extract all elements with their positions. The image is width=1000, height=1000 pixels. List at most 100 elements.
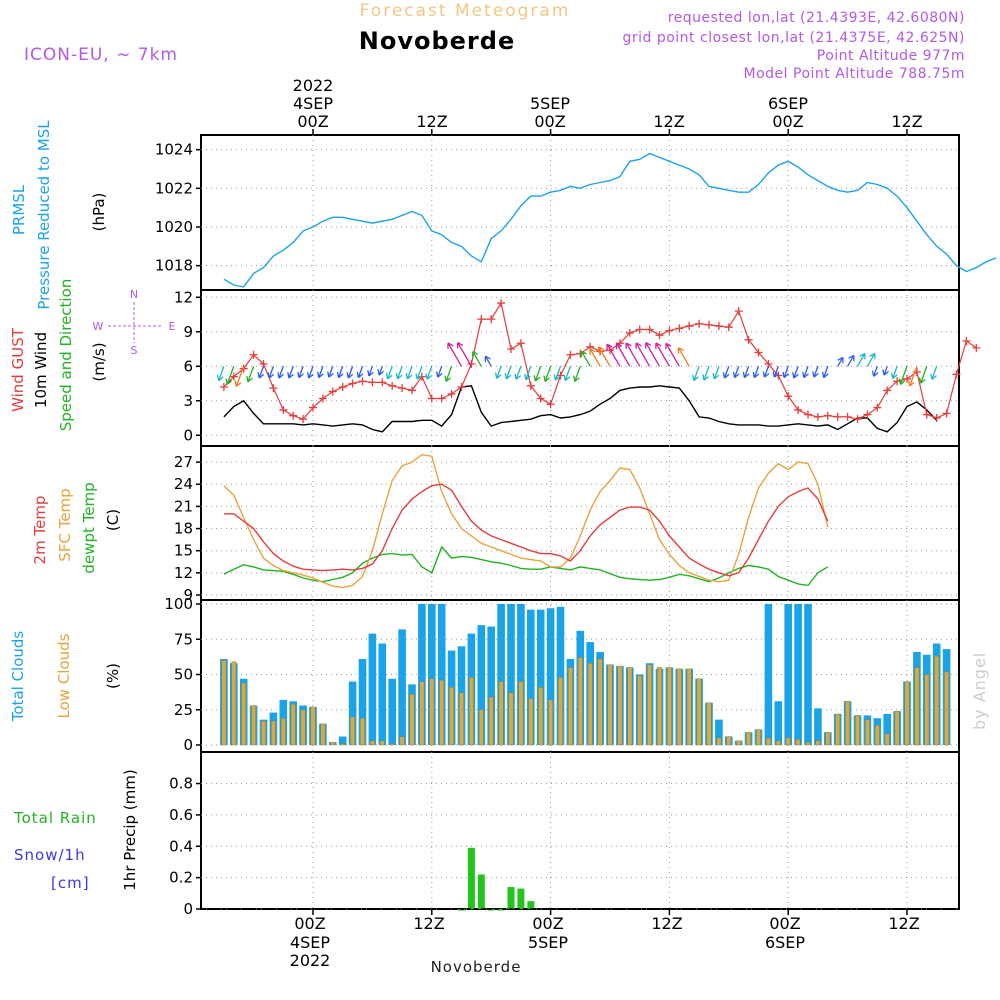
gust-point bbox=[962, 336, 971, 345]
gust-point bbox=[219, 382, 228, 391]
gust-point bbox=[635, 325, 644, 334]
low-cloud-bar bbox=[469, 677, 474, 746]
wind-label: 10m Wind bbox=[32, 332, 50, 408]
wind-arrow-head bbox=[306, 372, 314, 379]
wind-arrow bbox=[677, 347, 690, 367]
wind-arrow-head bbox=[898, 378, 906, 385]
gust-point bbox=[457, 382, 466, 391]
low-cloud-bar bbox=[934, 655, 940, 746]
wind-arrow-head bbox=[415, 373, 423, 380]
snow-unit-label: [cm] bbox=[51, 874, 90, 892]
pressure-label: PRMSL bbox=[10, 184, 28, 235]
low-cloud-bar bbox=[340, 743, 346, 746]
y-tick-label: 25 bbox=[174, 701, 193, 719]
wind-arrow-head bbox=[435, 371, 443, 378]
gust-point bbox=[269, 384, 278, 393]
wind-arrow bbox=[743, 366, 750, 378]
gust-point bbox=[289, 411, 298, 420]
total-cloud-bar bbox=[388, 678, 396, 745]
wind-arrow-head bbox=[871, 370, 879, 377]
y-tick-label: 0 bbox=[183, 900, 193, 918]
wind-arrow-head bbox=[645, 342, 652, 349]
gust-point bbox=[853, 415, 862, 424]
wind-arrow-head bbox=[802, 371, 809, 379]
gust-point bbox=[279, 405, 288, 414]
wind-arrow bbox=[665, 343, 680, 367]
wind-arrow bbox=[616, 343, 631, 367]
low-cloud-bar bbox=[894, 710, 900, 746]
low-cloud-bar bbox=[478, 709, 484, 746]
low-cloud-bar bbox=[261, 720, 266, 746]
tdew-line bbox=[223, 545, 829, 587]
total-cloud-bar bbox=[527, 609, 535, 745]
gust-point bbox=[348, 379, 357, 388]
snow-label: Snow/1h bbox=[14, 846, 86, 864]
low-cloud-bar bbox=[568, 667, 573, 746]
wind-arrow bbox=[920, 366, 928, 384]
wind-arrow-head bbox=[257, 372, 265, 379]
wind-arrow bbox=[723, 366, 730, 379]
watermark: by Angel bbox=[970, 652, 989, 730]
gust-point bbox=[378, 378, 387, 387]
tmp2m-line bbox=[223, 483, 829, 577]
low-cloud-bar bbox=[538, 686, 544, 746]
wind-arrow-head bbox=[598, 346, 605, 353]
low-cloud-bar bbox=[370, 740, 375, 746]
gust-point bbox=[546, 400, 555, 409]
wind-arrow bbox=[525, 366, 532, 380]
low-cloud-bar bbox=[795, 739, 801, 746]
wind-arrow-head bbox=[317, 371, 324, 379]
total-cloud-bar bbox=[517, 604, 525, 745]
wind-arrow bbox=[554, 366, 562, 381]
low-cloud-bar bbox=[657, 667, 662, 746]
wind-arrow bbox=[472, 351, 482, 367]
gust-point bbox=[408, 386, 416, 395]
footer-location: Novoberde bbox=[431, 958, 522, 976]
wind-arrow bbox=[655, 342, 670, 367]
total-cloud-bar bbox=[794, 604, 802, 745]
panel-frame-precip bbox=[200, 751, 960, 910]
closest-coords: grid point closest lon,lat (21.4375E, 42… bbox=[622, 30, 965, 46]
gust-point bbox=[487, 315, 496, 324]
top-hour-label: 12Z bbox=[416, 112, 447, 131]
gust-point bbox=[497, 299, 506, 308]
low-cloud-bar bbox=[627, 667, 633, 746]
wind-arrow bbox=[457, 342, 472, 367]
low-cloud-bar bbox=[350, 716, 355, 746]
low-cloud-bar bbox=[389, 743, 395, 746]
low-cloud-bar bbox=[409, 694, 415, 746]
gust-point bbox=[833, 412, 842, 421]
panel-frames bbox=[200, 134, 960, 910]
low-cloud-bar bbox=[766, 737, 771, 746]
wind-arrow bbox=[247, 366, 255, 383]
wind-arrow-head bbox=[782, 371, 790, 379]
wind-arrow-head bbox=[930, 373, 937, 380]
low-cloud-bar bbox=[221, 660, 227, 746]
wind-arrow bbox=[574, 366, 581, 382]
wind-arrow bbox=[258, 366, 265, 379]
low-cloud-bar bbox=[756, 729, 761, 746]
low-cloud-bar bbox=[399, 736, 405, 746]
gust-point bbox=[516, 339, 525, 348]
low-cloud-bar bbox=[865, 719, 870, 746]
total-cloud-bar bbox=[338, 736, 347, 745]
wind-arrow-head bbox=[742, 371, 750, 379]
wind-arrow bbox=[606, 343, 621, 367]
wind-arrow-head bbox=[234, 380, 242, 387]
gust-point bbox=[536, 394, 545, 403]
rain-bar bbox=[507, 887, 515, 909]
y-tick-label: 15 bbox=[174, 542, 193, 560]
total-cloud-bar bbox=[764, 604, 773, 745]
tsfc-line bbox=[223, 453, 829, 589]
low-cloud-bar bbox=[597, 658, 603, 746]
gust-point bbox=[467, 359, 476, 368]
wind-arrow-head bbox=[890, 372, 898, 379]
wind-arrow-head bbox=[907, 380, 915, 387]
low-cloud-bar bbox=[706, 702, 712, 746]
wind-arrow-head bbox=[514, 373, 522, 380]
wind-unit: (m/s) bbox=[90, 342, 108, 381]
gust-point bbox=[714, 322, 723, 331]
bottom-hour-label: 00Z bbox=[532, 914, 563, 933]
gust-point bbox=[299, 415, 308, 424]
wind-arrow-head bbox=[665, 342, 672, 350]
